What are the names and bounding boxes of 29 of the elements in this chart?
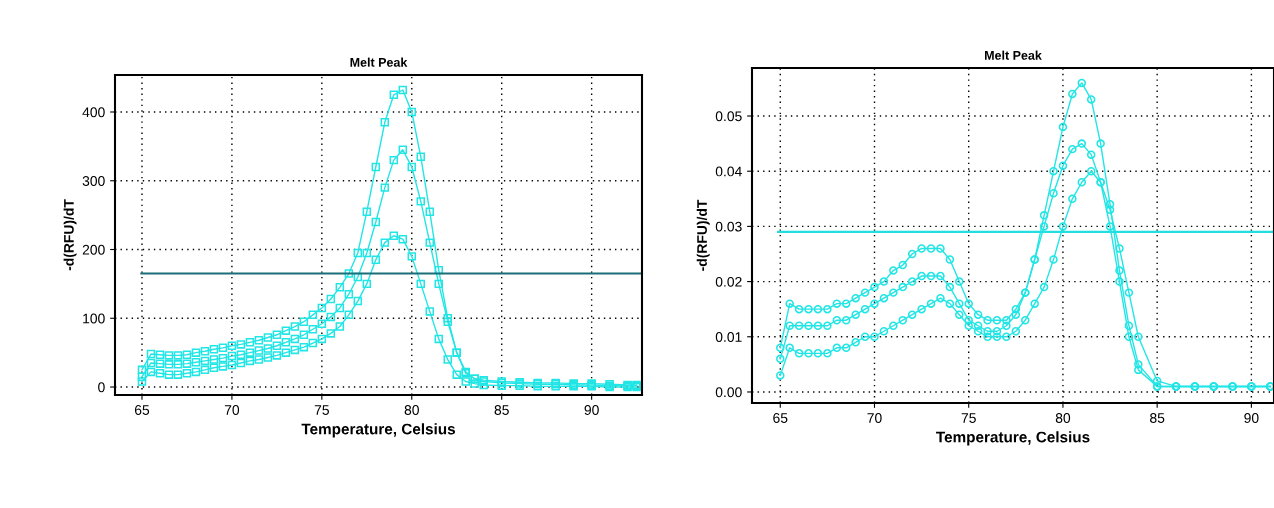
x-tick-label: 85 xyxy=(494,405,509,415)
x-tick-label: 75 xyxy=(961,413,976,423)
x-tick-label: 70 xyxy=(224,405,240,415)
x-axis-title: Temperature, Celsius xyxy=(301,423,456,438)
x-tick-label: 80 xyxy=(1055,413,1071,423)
x-axis-title: Temperature, Celsius xyxy=(936,431,1090,446)
y-tick-label: 0 xyxy=(98,382,105,393)
x-tick-label: 80 xyxy=(404,405,419,415)
y-tick-label: 300 xyxy=(82,176,105,186)
x-tick-label: 75 xyxy=(314,405,329,415)
chart-title: Melt Peak xyxy=(985,50,1042,60)
x-tick-label: 90 xyxy=(584,405,599,415)
y-tick-label: 0.02 xyxy=(715,276,742,287)
y-tick-label: 100 xyxy=(83,313,105,324)
y-axis-title: -d(RFU)/dT xyxy=(696,199,710,271)
x-tick-label: 70 xyxy=(867,413,882,423)
chart-title: Melt Peak xyxy=(350,57,408,67)
x-tick-label: 85 xyxy=(1150,413,1165,423)
y-tick-label: 200 xyxy=(82,244,105,255)
y-tick-label: 0.01 xyxy=(715,332,742,342)
y-tick-label: 0.00 xyxy=(715,387,742,398)
x-tick-label: 90 xyxy=(1244,413,1259,423)
y-tick-label: 0.04 xyxy=(715,166,742,177)
x-tick-label: 65 xyxy=(134,405,150,415)
y-tick-label: 0.03 xyxy=(715,221,742,232)
y-axis-title: -d(RFU)/dT xyxy=(63,199,77,271)
y-tick-label: 400 xyxy=(82,107,105,118)
y-tick-label: 0.05 xyxy=(715,111,742,122)
x-tick-label: 65 xyxy=(773,413,788,423)
